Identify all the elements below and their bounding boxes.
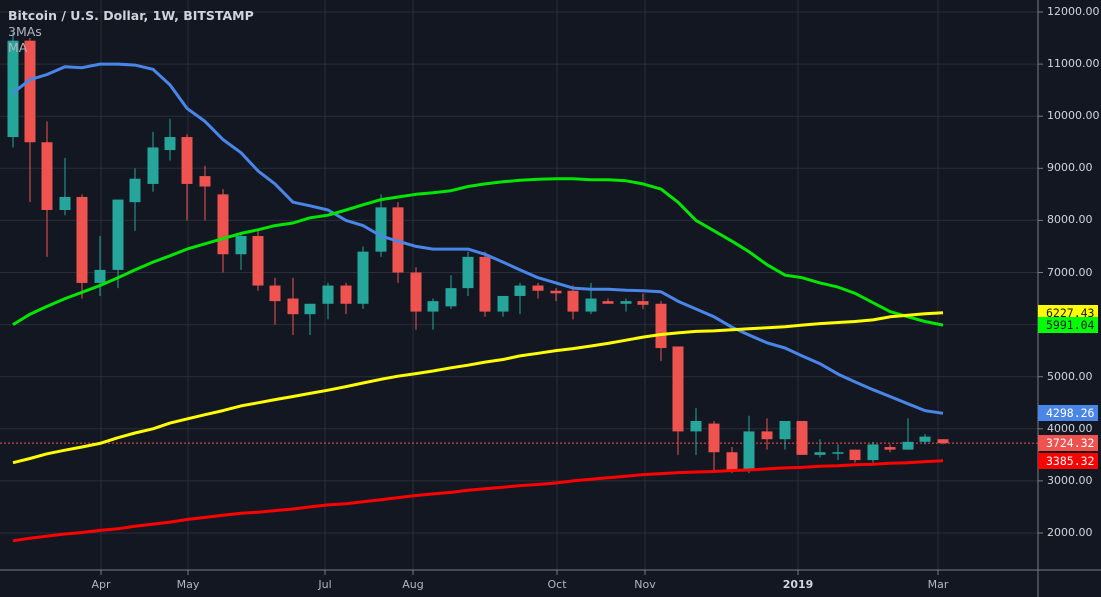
candle [867,441,879,463]
candle [375,194,387,257]
candle [567,285,579,320]
time-axis-ticks [100,570,939,575]
candle [672,346,684,455]
candle [269,277,281,325]
candle [129,168,141,231]
time-tick-label: Mar [927,578,949,591]
candle [832,444,844,461]
price-tag: 6227.43 [1038,304,1098,321]
candle [814,439,826,458]
candle [287,277,299,336]
time-tick-label: Oct [547,578,567,591]
candle [462,251,474,296]
price-tick-label: 9000.00 [1047,161,1093,175]
candle [59,157,71,216]
candle [655,301,667,362]
candle [235,233,247,270]
candle [761,418,773,450]
candle [357,246,369,309]
price-tick-label: 8000.00 [1047,213,1093,227]
symbol-title[interactable]: Bitcoin / U.S. Dollar, 1W, BITSTAMP [8,8,254,23]
candle [514,282,526,315]
candle [217,189,229,273]
candle [181,134,193,221]
candle [41,121,53,257]
candle [24,38,36,203]
price-tick-label: 10000.00 [1047,109,1100,123]
candle [849,449,861,463]
price-tick-label: 12000.00 [1047,5,1100,18]
price-tick-label: 3000.00 [1047,473,1093,487]
candle [550,288,562,302]
price-tick-label: 4000.00 [1047,421,1093,435]
candle [919,434,931,445]
candle [708,420,720,471]
ma-line [12,459,944,543]
candle [252,230,264,291]
candle [726,447,738,474]
candle [76,194,88,299]
price-tick-label: 5000.00 [1047,369,1093,383]
price-tick-label: 2000.00 [1047,526,1093,539]
candle [410,267,422,330]
price-tick-label: 11000.00 [1047,57,1100,71]
candle [147,131,159,192]
price-tag: 4298.26 [1038,405,1098,422]
price-tag: 5991.04 [1038,317,1098,334]
price-tick-label: 7000.00 [1047,265,1093,279]
ma-line [12,62,944,415]
indicator-3mas-label[interactable]: 3MAs [8,24,42,39]
candle [112,199,124,289]
indicator-ma-label[interactable]: MA [8,40,28,55]
chart-grid [0,0,1038,570]
time-tick-label: Nov [634,578,656,591]
candle [532,282,544,299]
ma-line [12,177,944,327]
candle [445,275,457,309]
candle [620,298,632,312]
time-tick-label: Apr [91,578,111,591]
price-tag: 3385.32 [1038,452,1098,469]
time-tick-label: Jul [318,578,332,591]
ma-line [12,311,944,465]
candle [164,118,176,161]
candle [340,282,352,315]
candles [7,32,949,474]
candle [690,407,702,455]
candle [304,303,316,336]
candle [779,420,791,450]
candle [199,165,211,221]
candle [7,32,19,148]
chart-legend: Bitcoin / U.S. Dollar, 1W, BITSTAMP 3MAs… [8,8,254,56]
time-tick-label: 2019 [782,578,814,591]
time-tick-label: May [176,578,200,591]
moving-averages [12,62,944,543]
candle [637,293,649,309]
candle [743,415,755,474]
candle [602,298,614,304]
price-tag: 3724.32 [1038,435,1098,452]
candle [902,418,914,450]
candle [497,295,509,317]
candle [796,420,808,455]
candle [427,298,439,330]
time-tick-label: Aug [402,578,424,591]
candle [479,251,491,317]
candle [322,282,334,320]
candle [937,439,949,445]
candle [884,444,896,453]
